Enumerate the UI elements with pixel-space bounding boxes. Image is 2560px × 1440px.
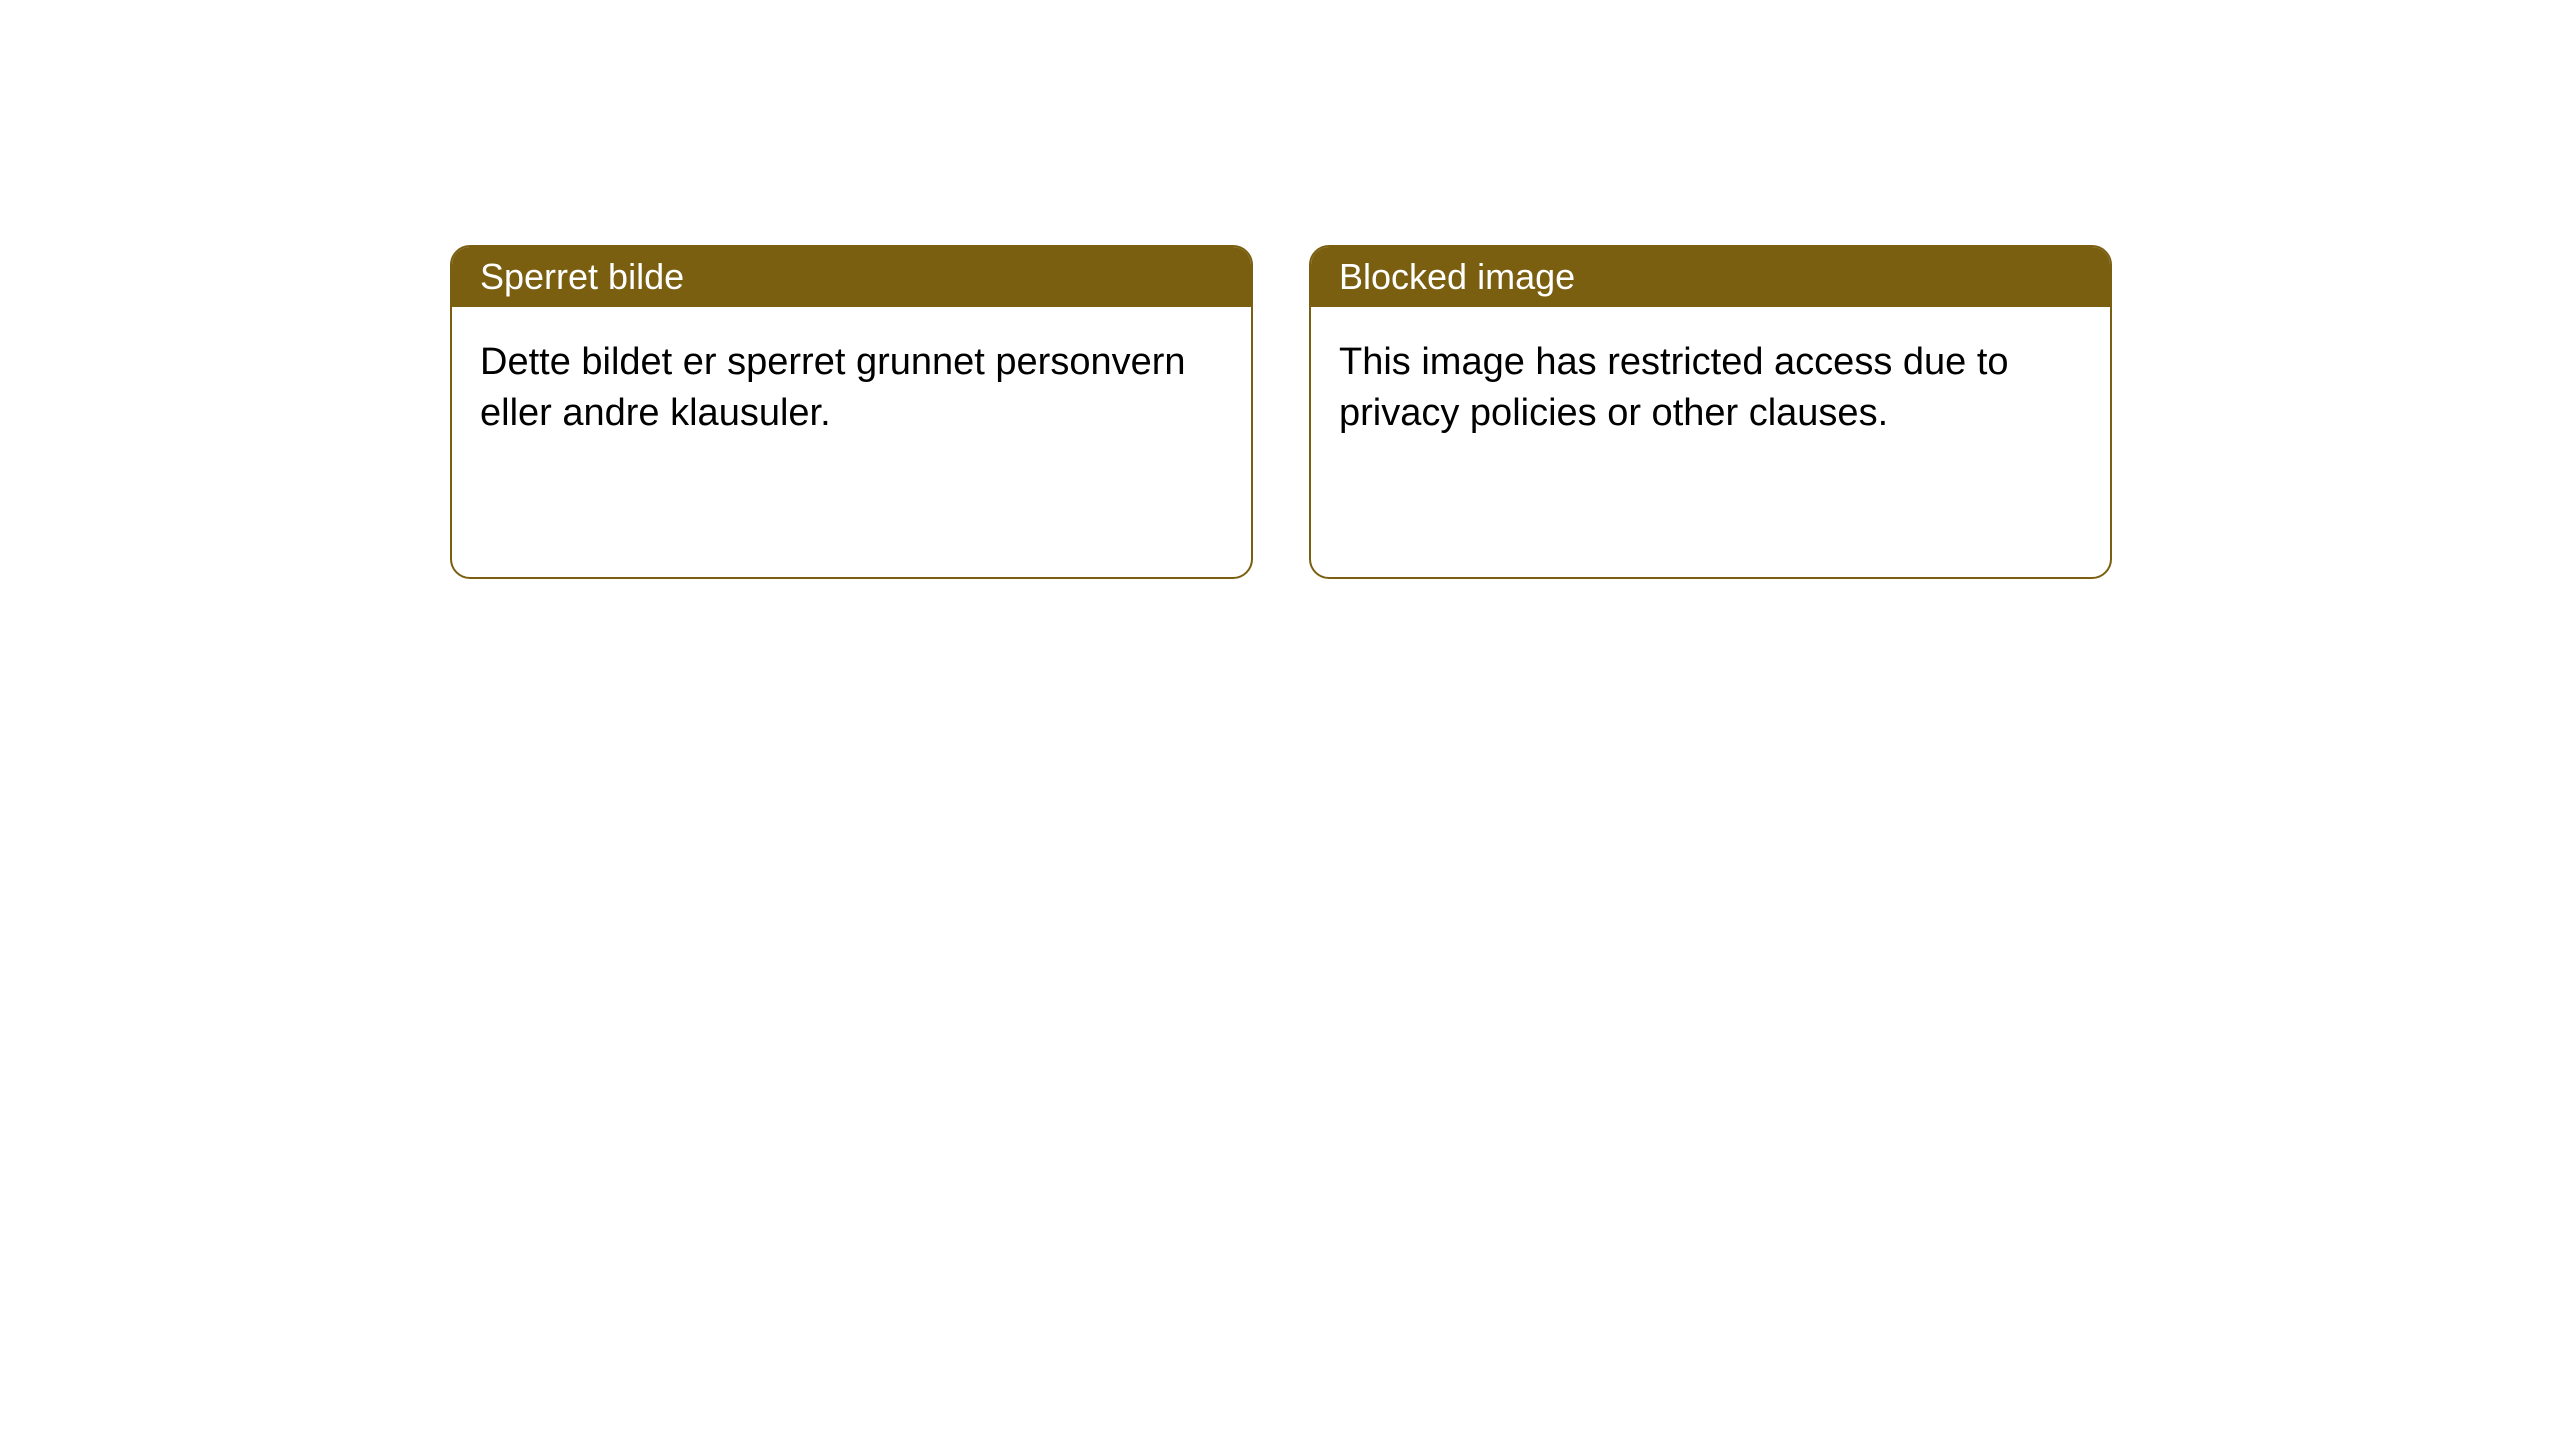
- notice-text-no: Dette bildet er sperret grunnet personve…: [480, 341, 1186, 434]
- notice-card-no: Sperret bilde Dette bildet er sperret gr…: [450, 245, 1253, 579]
- notice-header-no: Sperret bilde: [452, 247, 1251, 307]
- notice-text-en: This image has restricted access due to …: [1339, 341, 2009, 434]
- notice-header-en: Blocked image: [1311, 247, 2110, 307]
- notice-body-no: Dette bildet er sperret grunnet personve…: [452, 307, 1251, 470]
- notice-container: Sperret bilde Dette bildet er sperret gr…: [450, 245, 2112, 579]
- notice-body-en: This image has restricted access due to …: [1311, 307, 2110, 470]
- notice-card-en: Blocked image This image has restricted …: [1309, 245, 2112, 579]
- notice-title-en: Blocked image: [1339, 256, 1575, 298]
- notice-title-no: Sperret bilde: [480, 256, 684, 298]
